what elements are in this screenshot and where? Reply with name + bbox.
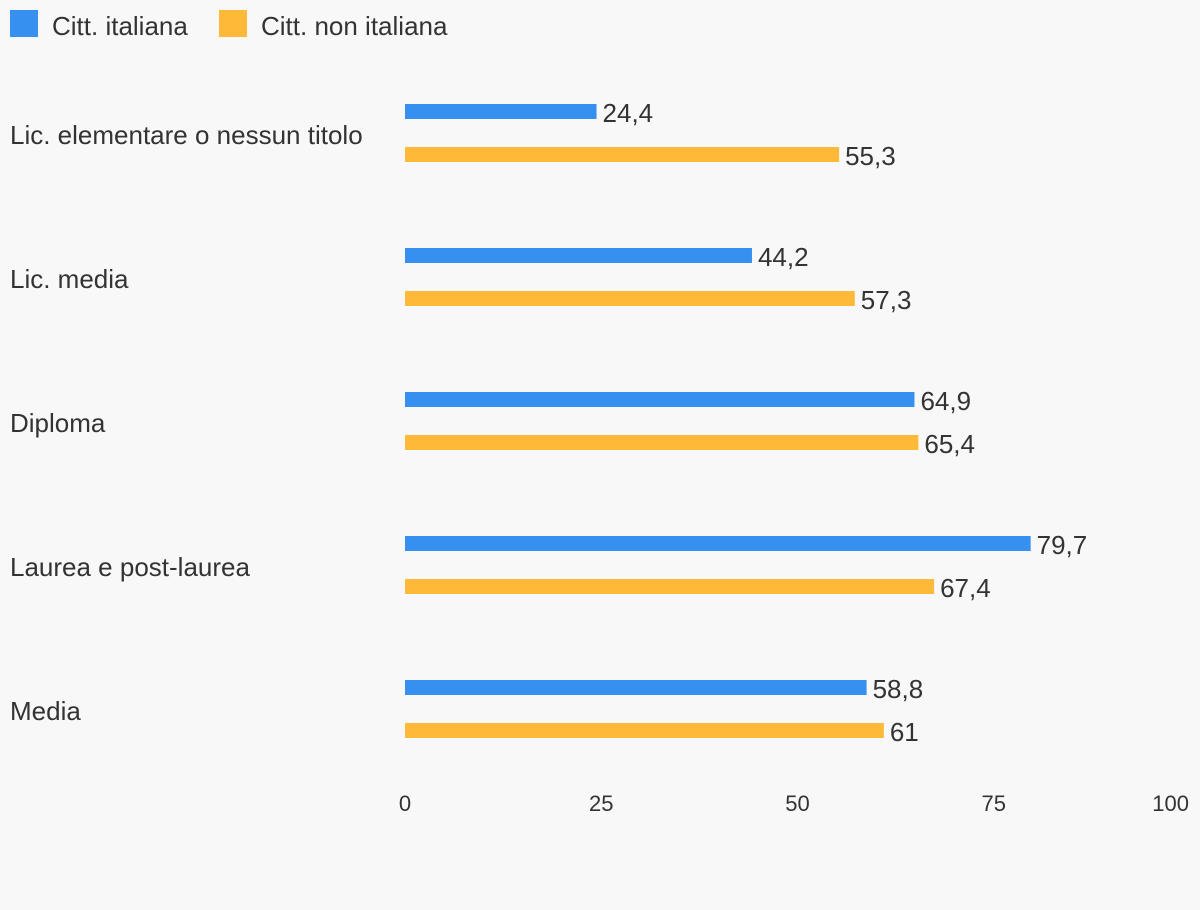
legend-label-citt-non-italiana: Citt. non italiana [261, 11, 448, 41]
category-label-media: Media [10, 696, 81, 726]
category-label-lic-elementare-o-nessun-titolo: Lic. elementare o nessun titolo [10, 120, 363, 150]
data-label-citt-italiana-lic-elementare-o-nessun-titolo: 24,4 [603, 98, 654, 128]
x-axis: 0 25 50 75 100 [399, 791, 1189, 816]
x-tick-label-100: 100 [1152, 791, 1189, 816]
bar-citt-non-italiana-lic-media [405, 291, 855, 306]
legend-item-citt-italiana: Citt. italiana [10, 10, 188, 41]
data-label-citt-italiana-media: 58,8 [873, 674, 924, 704]
bar-citt-italiana-lic-elementare-o-nessun-titolo [405, 104, 597, 119]
data-label-citt-non-italiana-media: 61 [890, 717, 919, 747]
data-label-citt-non-italiana-laurea-e-post-laurea: 67,4 [940, 573, 991, 603]
bar-citt-non-italiana-lic-elementare-o-nessun-titolo [405, 147, 840, 162]
legend: Citt. italiana Citt. non italiana [10, 10, 448, 41]
bar-citt-non-italiana-media [405, 723, 884, 738]
bar-citt-italiana-laurea-e-post-laurea [405, 536, 1031, 551]
data-label-citt-italiana-diploma: 64,9 [920, 386, 971, 416]
legend-swatch-citt-non-italiana [219, 10, 247, 37]
x-tick-label-50: 50 [785, 791, 809, 816]
bar-citt-italiana-media [405, 680, 867, 695]
bar-citt-non-italiana-laurea-e-post-laurea [405, 579, 935, 594]
legend-item-citt-non-italiana: Citt. non italiana [219, 10, 448, 41]
bar-citt-italiana-lic-media [405, 248, 752, 263]
data-label-citt-non-italiana-lic-media: 57,3 [861, 285, 912, 315]
data-label-citt-italiana-laurea-e-post-laurea: 79,7 [1037, 530, 1088, 560]
plot-area: Lic. elementare o nessun titolo 24,4 55,3 L… [10, 98, 1087, 747]
x-tick-label-25: 25 [589, 791, 613, 816]
bar-citt-non-italiana-diploma [405, 435, 919, 450]
category-label-laurea-e-post-laurea: Laurea e post-laurea [10, 552, 250, 582]
x-tick-label-0: 0 [399, 791, 411, 816]
x-tick-label-75: 75 [982, 791, 1006, 816]
data-label-citt-italiana-lic-media: 44,2 [758, 242, 809, 272]
legend-label-citt-italiana: Citt. italiana [52, 11, 188, 41]
data-label-citt-non-italiana-lic-elementare-o-nessun-titolo: 55,3 [845, 141, 896, 171]
bar-citt-italiana-diploma [405, 392, 915, 407]
category-label-diploma: Diploma [10, 408, 106, 438]
category-label-lic-media: Lic. media [10, 264, 129, 294]
legend-swatch-citt-italiana [10, 10, 38, 37]
data-label-citt-non-italiana-diploma: 65,4 [924, 429, 975, 459]
